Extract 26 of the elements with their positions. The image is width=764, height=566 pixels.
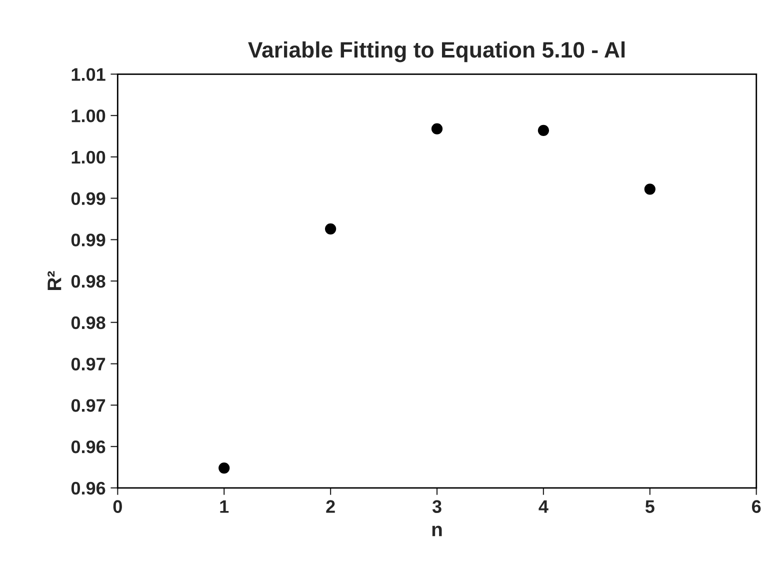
y-tick-label: 1.00 (72, 109, 106, 122)
y-axis-title: R² (48, 271, 62, 290)
y-tick-label: 0.98 (71, 316, 106, 330)
y-tick-label: 0.97 (71, 399, 106, 412)
point (324, 223, 336, 234)
x-tick-label: 6 (752, 500, 761, 513)
x-tick-label: 5 (645, 500, 654, 513)
x-tick-label: 2 (326, 500, 335, 513)
y-tick-label: 1.00 (72, 150, 106, 164)
point (538, 124, 550, 136)
x-axis-title: n (432, 526, 442, 536)
x-tick-label: 0 (113, 500, 122, 513)
x-tick-label: 3 (432, 500, 442, 513)
y-tick-label: 0.97 (71, 358, 106, 370)
y-tick-label: 1.01 (72, 68, 106, 81)
y-tick-label: 0.96 (71, 482, 106, 495)
x-tick-label: 1 (220, 500, 229, 513)
x-tick-label: 4 (538, 500, 548, 513)
y-tick-label: 0.99 (71, 192, 106, 205)
point (218, 462, 230, 474)
chart-title: Variable Fitting to Equation 5.10 - Al (248, 41, 625, 62)
y-tick-label: 0.98 (71, 274, 106, 288)
y-tick-label: 0.96 (71, 440, 106, 454)
point (644, 184, 656, 195)
y-tick-label: 0.99 (71, 234, 106, 246)
point (431, 123, 443, 134)
